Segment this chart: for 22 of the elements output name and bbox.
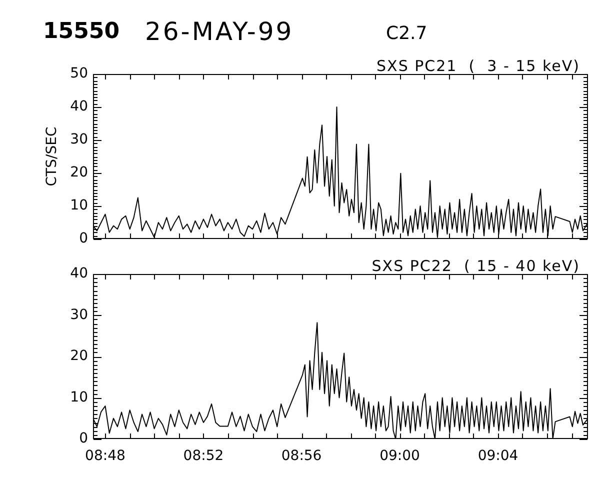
y-tick-label: 0 <box>79 430 88 447</box>
x-tick-label: 09:00 <box>380 448 420 464</box>
text: 15550 <box>43 19 120 44</box>
y-tick-label: 10 <box>70 389 88 406</box>
x-tick-label: 08:52 <box>183 448 224 464</box>
x-tick-label: 09:04 <box>478 448 518 464</box>
y-tick-label: 40 <box>70 98 88 115</box>
y-tick-label: 30 <box>70 132 88 148</box>
text: C2.7 <box>386 22 428 44</box>
y-tick-label: 50 <box>70 66 88 82</box>
y-tick-label: 20 <box>70 348 88 364</box>
y-tick-label: 30 <box>70 306 88 323</box>
x-tick-label: 08:56 <box>281 448 322 464</box>
text: 26-MAY-99 <box>145 16 294 46</box>
y-tick-label: 10 <box>70 198 88 214</box>
chart-title: SXS PC22 ( 15 - 40 keV) <box>372 257 580 276</box>
y-tick-label: 20 <box>70 164 88 181</box>
y-tick-label: 40 <box>70 266 88 282</box>
y-tick-label: 0 <box>79 230 88 247</box>
x-tick-label: 08:48 <box>85 448 126 464</box>
chart-title: SXS PC21 ( 3 - 15 keV) <box>376 57 580 76</box>
y-axis-title: CTS/SEC <box>44 126 60 186</box>
